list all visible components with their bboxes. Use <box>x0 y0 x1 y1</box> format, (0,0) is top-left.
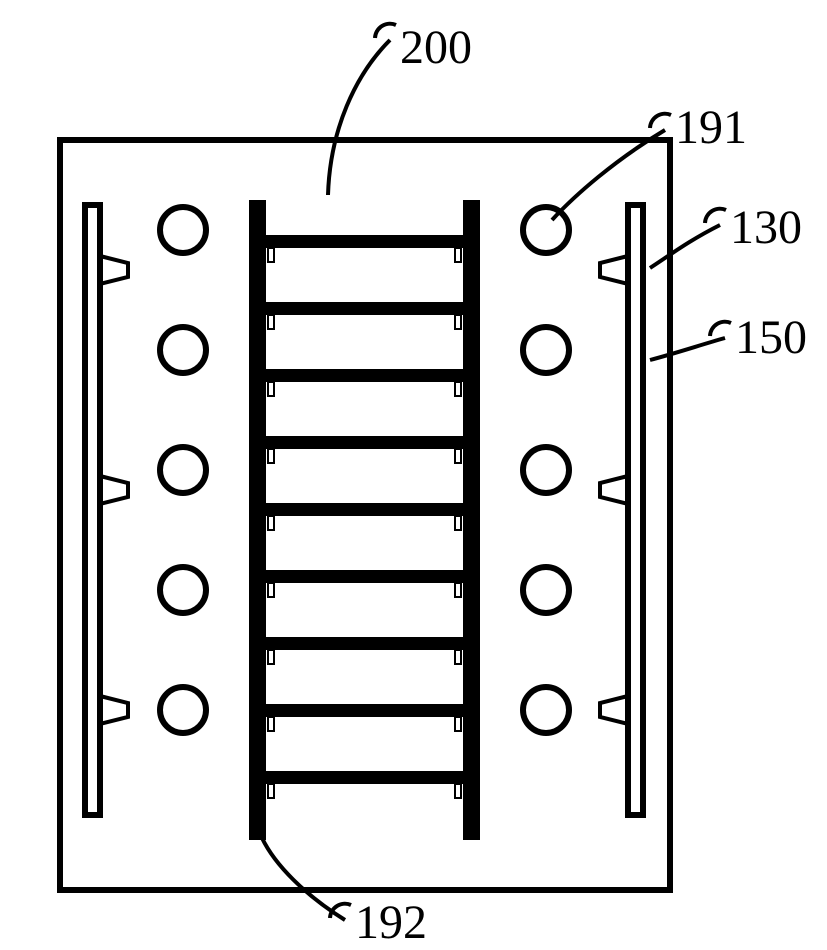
label-191: 191 <box>675 100 747 155</box>
label-130: 130 <box>730 200 802 255</box>
label-200: 200 <box>400 20 472 75</box>
label-192: 192 <box>355 895 427 950</box>
label-150: 150 <box>735 310 807 365</box>
